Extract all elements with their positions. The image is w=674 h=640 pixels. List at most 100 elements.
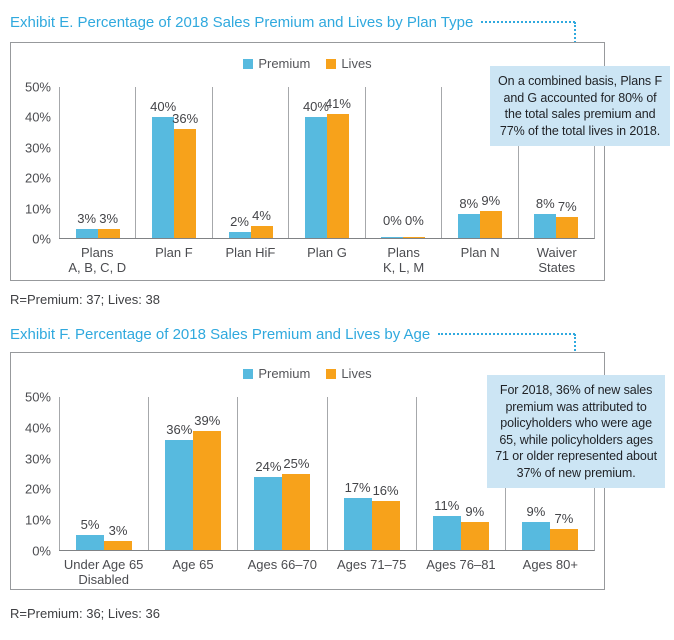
bar-lives: 36%	[172, 111, 198, 238]
y-tick-label: 40%	[24, 420, 51, 436]
exhibit-e-title: Exhibit E. Percentage of 2018 Sales Prem…	[10, 14, 474, 31]
category-cell: 9% 7%	[504, 397, 594, 550]
legend-label-lives: Lives	[341, 56, 372, 71]
y-tick-label: 50%	[24, 79, 51, 95]
category-cell: 36% 39%	[148, 397, 237, 550]
bar-premium: 3%	[75, 211, 98, 238]
footnote: R=Premium: 36; Lives: 36	[10, 606, 160, 621]
legend-swatch-lives	[326, 368, 337, 379]
callout-connector-line	[481, 21, 575, 23]
category-label: Under Age 65 Disabled	[63, 557, 144, 587]
bar-value-label: 40%	[302, 99, 329, 115]
exhibit-f-section: Exhibit F. Percentage of 2018 Sales Prem…	[0, 312, 674, 640]
bar-premium: 40%	[303, 99, 329, 238]
y-tick-label: 50%	[24, 389, 51, 405]
bar-value-label: 8%	[459, 195, 479, 211]
bar-lives: 0%	[403, 213, 426, 238]
bar-lives: 4%	[250, 208, 273, 238]
bar-premium: 11%	[432, 498, 461, 550]
bar-premium: 0%	[381, 213, 404, 238]
category-label: Ages 71–75	[336, 557, 407, 572]
exhibit-e-title-row: Exhibit E. Percentage of 2018 Sales Prem…	[10, 13, 575, 32]
bar-lives: 7%	[549, 511, 578, 550]
y-tick-label: 0%	[32, 231, 51, 247]
bar-lives: 25%	[282, 456, 311, 550]
category-label: Ages 80+	[522, 557, 578, 572]
category-label: Age 65	[172, 557, 214, 572]
category-cell: 40% 36%	[135, 87, 211, 238]
bar-premium: 8%	[534, 196, 557, 238]
bar-lives: 16%	[371, 483, 400, 550]
plot-area: 50% 40% 30% 20% 10% 0% 3% 3% 40% 36% 2% 4% 40% 41% 0% 0…	[13, 80, 595, 275]
bar-value-label: 40%	[150, 99, 177, 115]
chart-legend: Premium Lives	[11, 366, 604, 381]
bar-premium: 9%	[521, 504, 550, 550]
category-cell: 3% 3%	[59, 87, 135, 238]
y-tick-label: 10%	[24, 512, 51, 528]
bar-value-label: 11%	[434, 498, 460, 514]
bar-value-label: 5%	[80, 516, 100, 532]
bar-value-label: 0%	[404, 213, 424, 228]
callout-connector-elbow	[574, 22, 576, 51]
bar-value-label: 7%	[557, 198, 577, 214]
bar-value-label: 9%	[481, 192, 501, 208]
legend-label-premium: Premium	[258, 56, 311, 71]
legend-item-premium: Premium	[243, 366, 310, 381]
category-label: Waiver States	[536, 245, 577, 275]
category-label: Ages 76–81	[426, 557, 496, 572]
legend-swatch-premium	[243, 58, 254, 69]
category-cell: 40% 41%	[288, 87, 364, 238]
category-cell: 8% 9%	[441, 87, 517, 238]
bar-value-label: 3%	[77, 210, 97, 226]
bar-lives: 9%	[460, 504, 489, 550]
category-cell: 5% 3%	[59, 397, 148, 550]
category-cell: 2% 4%	[211, 87, 288, 238]
y-tick-label: 0%	[32, 543, 51, 559]
legend-item-lives: Lives	[326, 56, 372, 71]
bar-lives: 9%	[479, 193, 502, 238]
category-label: Plan HiF	[225, 245, 276, 260]
bar-value-label: 16%	[372, 483, 399, 499]
category-label: Plan N	[460, 245, 500, 260]
legend-item-premium: Premium	[243, 56, 310, 71]
category-cell: 8% 7%	[517, 87, 594, 238]
bar-value-label: 7%	[554, 510, 574, 526]
bar-premium: 36%	[165, 422, 194, 550]
y-tick-label: 20%	[24, 481, 51, 497]
bar-value-label: 36%	[172, 111, 199, 127]
chart-legend: Premium Lives	[11, 56, 604, 71]
bar-lives: 3%	[97, 211, 120, 238]
bar-value-label: 2%	[230, 213, 249, 229]
bar-value-label: 0%	[382, 213, 402, 228]
bar-lives: 39%	[193, 413, 222, 550]
y-tick-label: 20%	[24, 170, 51, 186]
exhibit-f-title-row: Exhibit F. Percentage of 2018 Sales Prem…	[10, 325, 575, 344]
bar-premium: 17%	[343, 480, 372, 550]
callout-connector-elbow	[574, 334, 576, 363]
category-cell: 0% 0%	[364, 87, 441, 238]
legend-label-lives: Lives	[341, 366, 372, 381]
bar-premium: 5%	[76, 517, 105, 550]
legend-swatch-premium	[243, 368, 254, 379]
bar-premium: 8%	[457, 196, 480, 238]
bar-value-label: 25%	[283, 455, 310, 471]
category-label: Plans K, L, M	[383, 245, 425, 275]
bar-value-label: 41%	[324, 96, 351, 112]
bar-lives: 3%	[104, 523, 133, 550]
bar-value-label: 39%	[194, 412, 221, 428]
footnote: R=Premium: 37; Lives: 38	[10, 292, 160, 307]
bar-value-label: 17%	[344, 479, 371, 495]
bar-value-label: 24%	[255, 458, 282, 474]
y-axis: 50% 40% 30% 20% 10% 0%	[13, 80, 59, 247]
callout-box: On a combined basis, Plans F and G accou…	[490, 66, 670, 146]
legend-label-premium: Premium	[258, 366, 311, 381]
callout-connector-line	[438, 333, 575, 335]
exhibit-f-title: Exhibit F. Percentage of 2018 Sales Prem…	[10, 326, 431, 343]
bar-value-label: 9%	[526, 504, 546, 520]
bar-value-label: 8%	[535, 195, 555, 211]
chart-frame: Premium Lives 50% 40% 30% 20% 10% 0% 3% 3% 40% 36…	[10, 42, 605, 281]
y-tick-label: 10%	[24, 201, 51, 217]
bar-premium: 2%	[228, 214, 251, 238]
exhibit-e-section: Exhibit E. Percentage of 2018 Sales Prem…	[0, 0, 674, 312]
